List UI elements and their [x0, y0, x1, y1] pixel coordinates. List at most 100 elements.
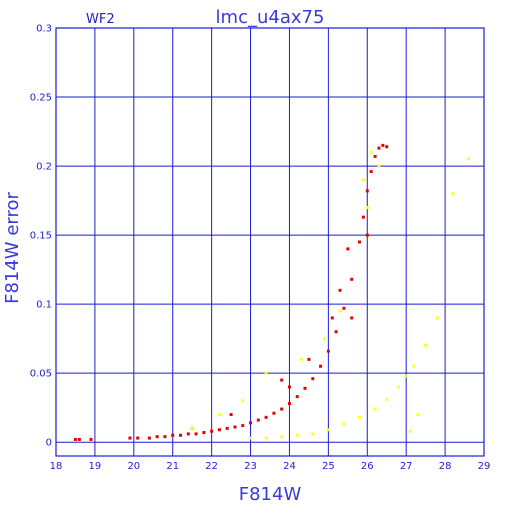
data-point: [229, 413, 233, 417]
data-point: [319, 364, 323, 368]
data-point: [338, 309, 342, 313]
data-point: [365, 233, 369, 237]
data-point: [466, 157, 470, 161]
data-point: [350, 277, 354, 281]
y-tick-label: 0.1: [36, 300, 52, 311]
data-point: [190, 426, 194, 430]
data-point: [408, 429, 412, 433]
data-point: [280, 435, 284, 439]
data-point: [322, 337, 326, 341]
x-tick-label: 18: [50, 461, 63, 472]
plot-frame: [55, 27, 485, 457]
series-yellow: [190, 150, 470, 440]
x-tick-label: 22: [205, 461, 218, 472]
x-tick-label: 19: [89, 461, 102, 472]
data-point: [357, 415, 361, 419]
data-point: [396, 385, 400, 389]
x-tick-label: 20: [127, 461, 140, 472]
data-point: [202, 431, 206, 435]
y-tick-label: 0: [46, 438, 52, 449]
data-point: [307, 357, 311, 361]
data-point: [241, 399, 245, 403]
data-point: [299, 357, 303, 361]
data-point: [373, 407, 377, 411]
x-tick-label: 29: [478, 461, 491, 472]
data-point: [311, 377, 315, 381]
data-point: [256, 418, 260, 422]
data-point: [365, 189, 369, 193]
data-point: [416, 413, 420, 417]
data-point: [264, 415, 268, 419]
data-point: [369, 170, 373, 174]
data-point: [186, 432, 190, 436]
data-point: [155, 435, 159, 439]
data-point: [217, 413, 221, 417]
x-tick-label: 27: [400, 461, 413, 472]
data-point: [330, 316, 334, 320]
data-point: [342, 306, 346, 310]
data-point: [171, 433, 175, 437]
data-point: [287, 385, 291, 389]
data-point: [342, 422, 346, 426]
data-point: [249, 421, 253, 425]
x-tick-label: 25: [322, 461, 335, 472]
data-point: [280, 407, 284, 411]
data-point: [350, 316, 354, 320]
data-point: [179, 433, 183, 437]
data-point: [346, 247, 350, 251]
data-point: [404, 374, 408, 378]
data-point: [361, 178, 365, 182]
data-point: [264, 436, 268, 440]
x-tick-label: 26: [361, 461, 374, 472]
data-point: [385, 145, 389, 149]
data-point: [451, 192, 455, 196]
x-tick-label: 24: [283, 461, 296, 472]
data-point: [295, 395, 299, 399]
data-point: [303, 386, 307, 390]
y-tick-label: 0.2: [36, 162, 52, 173]
series-red: [73, 143, 389, 441]
x-tick-label: 23: [244, 461, 257, 472]
data-point: [334, 330, 338, 334]
data-point: [326, 349, 330, 353]
data-point: [424, 344, 428, 348]
data-point: [338, 288, 342, 292]
data-point: [210, 429, 214, 433]
data-point: [385, 397, 389, 401]
data-point: [377, 164, 381, 168]
data-point: [73, 437, 77, 441]
data-point: [264, 371, 268, 375]
data-point: [77, 437, 81, 441]
data-point: [377, 146, 381, 150]
data-point: [233, 425, 237, 429]
y-tick-label: 0.15: [30, 231, 52, 242]
data-point: [225, 426, 229, 430]
data-point: [381, 143, 385, 147]
data-point: [163, 435, 167, 439]
data-point: [311, 432, 315, 436]
data-point: [373, 154, 377, 158]
y-axis-title: F814W error: [2, 192, 23, 304]
data-point: [412, 364, 416, 368]
y-axis-tick-labels: 0 0.05 0.1 0.15 0.2 0.25 0.3: [30, 24, 52, 449]
data-point: [217, 428, 221, 432]
data-point: [357, 240, 361, 244]
x-axis-title: F814W: [239, 484, 302, 505]
data-point: [147, 436, 151, 440]
data-point: [128, 436, 132, 440]
chip-label: WF2: [86, 12, 115, 27]
data-point: [249, 436, 253, 440]
data-point: [295, 433, 299, 437]
data-point: [435, 316, 439, 320]
data-point: [194, 432, 198, 436]
x-tick-label: 21: [166, 461, 179, 472]
grid: [55, 27, 485, 457]
y-tick-label: 0.05: [30, 369, 52, 380]
x-tick-label: 28: [439, 461, 452, 472]
data-point: [136, 436, 140, 440]
y-tick-label: 0.25: [30, 93, 52, 104]
x-axis-tick-labels: 18 19 20 21 22 23 24 25 26 27 28 29: [50, 461, 491, 472]
data-point: [280, 378, 284, 382]
